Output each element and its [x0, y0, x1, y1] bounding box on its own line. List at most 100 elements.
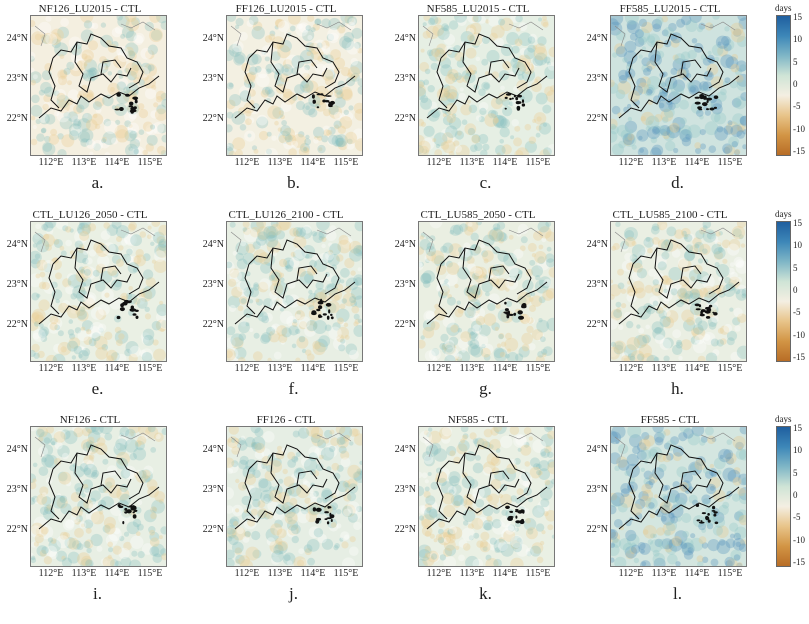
anomaly-map [226, 15, 363, 156]
longitude-label: 113°E [267, 568, 293, 579]
colorbar-tick: 10 [793, 34, 802, 45]
panel-letter: h. [671, 379, 684, 398]
map-panel: NF126 - CTL 24°N 23°N 22°N 112°E 113°E 114°E 11… [0, 414, 180, 624]
latitude-label: 24°N [586, 33, 608, 44]
colorbar-tick: 5 [793, 56, 798, 67]
longitude-label: 112°E [426, 568, 452, 579]
latitude-label: 22°N [202, 319, 224, 330]
anomaly-map [610, 221, 747, 362]
panel-title: CTL_LU126_2050 - CTL [32, 209, 148, 221]
colorbar-tick: -10 [793, 123, 805, 134]
latitude-label: 24°N [6, 444, 28, 455]
latitude-label: 23°N [586, 73, 608, 84]
longitude-label: 112°E [38, 363, 64, 374]
longitude-label: 112°E [234, 568, 260, 579]
longitude-label: 114°E [684, 363, 710, 374]
panel-title: NF126 - CTL [59, 414, 121, 426]
latitude-label: 23°N [394, 73, 416, 84]
longitude-label: 115°E [137, 568, 163, 579]
colorbar-tick: 10 [793, 445, 802, 456]
latitude-label: 23°N [202, 73, 224, 84]
colorbar-tick: 5 [793, 467, 798, 478]
anomaly-map [418, 221, 555, 362]
longitude-label: 115°E [525, 568, 551, 579]
panel-title: FF585_LU2015 - CTL [619, 3, 721, 15]
panel-title: CTL_LU585_2100 - CTL [612, 209, 728, 221]
longitude-label: 115°E [717, 363, 743, 374]
colorbar-tick: 0 [793, 284, 798, 295]
anomaly-map [610, 15, 747, 156]
latitude-label: 24°N [394, 239, 416, 250]
longitude-label: 112°E [426, 363, 452, 374]
latitude-label: 23°N [586, 484, 608, 495]
longitude-label: 115°E [525, 157, 551, 168]
longitude-label: 113°E [267, 157, 293, 168]
latitude-label: 24°N [6, 239, 28, 250]
latitude-label: 24°N [586, 239, 608, 250]
panel-letter: i. [93, 584, 102, 603]
latitude-label: 24°N [394, 444, 416, 455]
latitude-label: 22°N [586, 113, 608, 124]
colorbar-unit: days [775, 414, 792, 424]
colorbar-tick: -5 [793, 512, 801, 523]
colorbar-tick: 15 [793, 423, 802, 433]
anomaly-map [610, 426, 747, 567]
panel-letter: l. [673, 584, 682, 603]
latitude-label: 22°N [394, 524, 416, 535]
colorbar-tick: 10 [793, 240, 802, 251]
latitude-label: 23°N [202, 279, 224, 290]
anomaly-map [226, 426, 363, 567]
panel-title: CTL_LU585_2050 - CTL [420, 209, 536, 221]
longitude-label: 112°E [426, 157, 452, 168]
panel-title: FF126 - CTL [256, 414, 316, 426]
map-panel: FF126_LU2015 - CTL 24°N 23°N 22°N 112°E 113°E… [196, 3, 376, 213]
longitude-label: 114°E [104, 157, 130, 168]
latitude-label: 24°N [586, 444, 608, 455]
longitude-label: 115°E [717, 157, 743, 168]
anomaly-map [30, 426, 167, 567]
longitude-label: 112°E [618, 568, 644, 579]
colorbar-unit: days [775, 3, 792, 13]
longitude-label: 113°E [459, 157, 485, 168]
longitude-label: 114°E [492, 363, 518, 374]
panel-title: NF126_LU2015 - CTL [38, 3, 142, 15]
latitude-label: 24°N [394, 33, 416, 44]
longitude-label: 113°E [651, 157, 677, 168]
latitude-label: 24°N [6, 33, 28, 44]
longitude-label: 114°E [492, 568, 518, 579]
anomaly-map [30, 15, 167, 156]
latitude-label: 23°N [394, 279, 416, 290]
longitude-label: 115°E [333, 157, 359, 168]
longitude-label: 115°E [525, 363, 551, 374]
longitude-label: 113°E [71, 157, 97, 168]
latitude-label: 22°N [6, 113, 28, 124]
longitude-label: 113°E [459, 568, 485, 579]
longitude-label: 114°E [492, 157, 518, 168]
map-panel: CTL_LU585_2050 - CTL 24°N 23°N 22°N 112°E 113… [388, 209, 568, 419]
longitude-label: 112°E [234, 157, 260, 168]
panel-letter: a. [91, 173, 104, 192]
anomaly-map [418, 426, 555, 567]
colorbar-tick: -15 [793, 145, 805, 156]
anomaly-map [226, 221, 363, 362]
panel-title: FF585 - CTL [640, 414, 700, 426]
longitude-label: 112°E [618, 157, 644, 168]
colorbar-tick: -5 [793, 101, 801, 112]
panel-title: CTL_LU126_2100 - CTL [228, 209, 344, 221]
longitude-label: 115°E [333, 363, 359, 374]
latitude-label: 24°N [202, 33, 224, 44]
longitude-label: 112°E [38, 157, 64, 168]
colorbar [776, 221, 791, 362]
panel-letter: d. [671, 173, 684, 192]
latitude-label: 24°N [202, 239, 224, 250]
longitude-label: 114°E [684, 568, 710, 579]
latitude-label: 23°N [586, 279, 608, 290]
longitude-label: 114°E [684, 157, 710, 168]
map-panel: FF585_LU2015 - CTL 24°N 23°N 22°N 112°E 113°E… [580, 3, 760, 213]
longitude-label: 115°E [137, 363, 163, 374]
map-panel: NF126_LU2015 - CTL 24°N 23°N 22°N 112°E 113°E… [0, 3, 180, 213]
panel-title: NF585_LU2015 - CTL [426, 3, 530, 15]
panel-letter: e. [91, 379, 104, 398]
longitude-label: 114°E [104, 363, 130, 374]
map-panel: CTL_LU585_2100 - CTL 24°N 23°N 22°N 112°E 113… [580, 209, 760, 419]
